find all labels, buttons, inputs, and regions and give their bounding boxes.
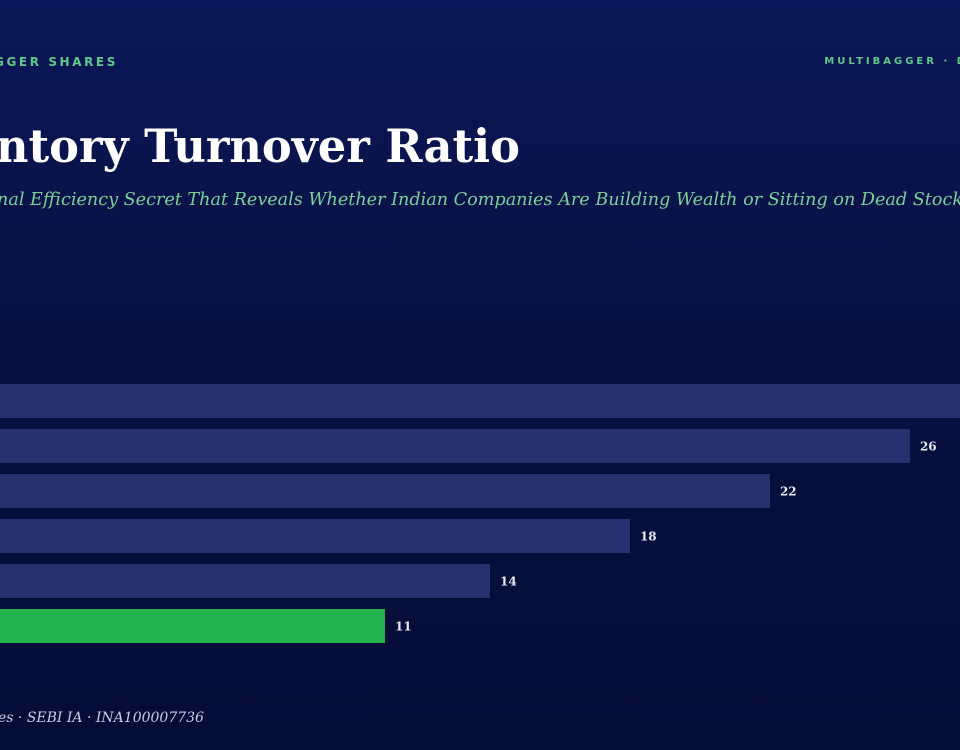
value-label: 14	[500, 575, 517, 589]
bar	[0, 564, 490, 598]
bar	[0, 429, 910, 463]
footer: es · SEBI IA · INA100007736	[0, 710, 204, 726]
value-label: 22	[780, 485, 797, 499]
value-label: 26	[920, 440, 937, 454]
bar	[0, 609, 385, 643]
bar	[0, 519, 630, 553]
value-label: 11	[395, 620, 412, 634]
value-label: 18	[640, 530, 657, 544]
header-left: GGER SHARES	[0, 55, 118, 69]
chart-subtitle: nal Efficiency Secret That Reveals Wheth…	[0, 189, 960, 210]
header-right: MULTIBAGGER · D	[824, 56, 960, 67]
bar	[0, 384, 960, 418]
chart-title: ntory Turnover Ratio	[0, 119, 520, 173]
bar	[0, 474, 770, 508]
